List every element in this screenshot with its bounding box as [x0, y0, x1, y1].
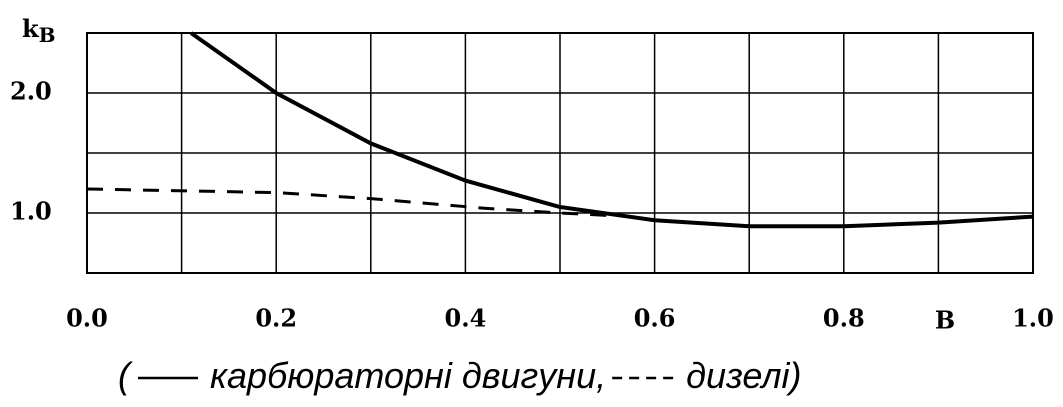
y-tick-label: 1.0	[10, 197, 52, 226]
legend: ( карбюраторні двигуни, дизелі)	[118, 355, 802, 396]
y-label-sub: В	[39, 23, 56, 47]
y-label-main: k	[22, 14, 40, 43]
x-tick-label: 0.2	[255, 304, 297, 333]
x-tick-label: 0.6	[634, 304, 676, 333]
x-tick-label: 1.0	[1012, 304, 1054, 333]
x-tick-label: 0.0	[66, 304, 108, 333]
x-tick-label: 0.4	[445, 304, 487, 333]
legend-entry: карбюраторні двигуни	[210, 355, 596, 396]
x-tick-label: 0.8	[823, 304, 865, 333]
legend-close: )	[786, 355, 802, 396]
series-line	[189, 31, 1034, 229]
y-tick-label: 2.0	[10, 77, 52, 106]
legend-entry: дизелі	[686, 355, 790, 396]
series-line	[86, 187, 608, 217]
legend-open: (	[118, 355, 134, 396]
x-axis-label: В	[935, 306, 955, 335]
y-axis-label: kВ	[22, 14, 56, 47]
legend-separator: ,	[596, 355, 606, 396]
